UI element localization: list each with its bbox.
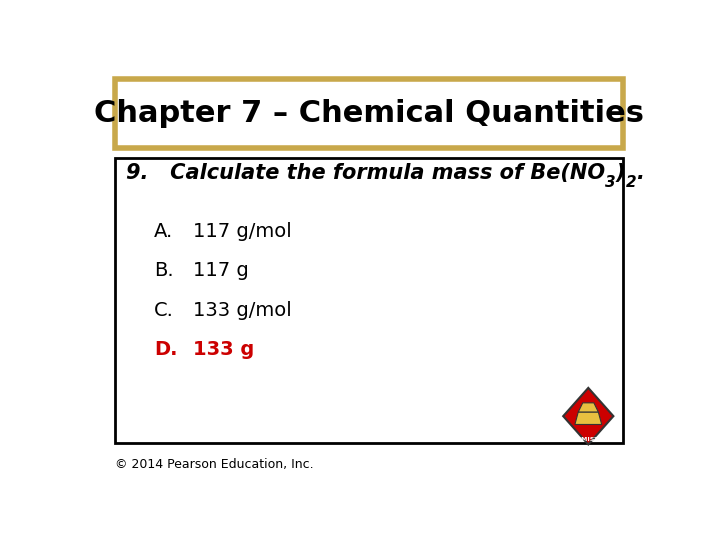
Text: ): )	[616, 163, 626, 183]
Text: C.: C.	[154, 301, 174, 320]
Text: 3: 3	[606, 175, 616, 190]
Text: .: .	[636, 163, 644, 183]
Text: B.: B.	[154, 261, 174, 280]
Text: CHEMISTRY: CHEMISTRY	[568, 437, 608, 442]
Text: A.: A.	[154, 221, 174, 241]
FancyBboxPatch shape	[115, 79, 623, 148]
Polygon shape	[575, 412, 602, 424]
Text: D.: D.	[154, 340, 178, 359]
Polygon shape	[563, 388, 613, 444]
Text: 2: 2	[626, 175, 636, 190]
Text: 133 g/mol: 133 g/mol	[193, 301, 292, 320]
Text: 117 g/mol: 117 g/mol	[193, 221, 292, 241]
Text: © 2014 Pearson Education, Inc.: © 2014 Pearson Education, Inc.	[115, 458, 314, 471]
Text: 117 g: 117 g	[193, 261, 249, 280]
Text: 133 g: 133 g	[193, 340, 254, 359]
Text: Chapter 7 – Chemical Quantities: Chapter 7 – Chemical Quantities	[94, 99, 644, 128]
Text: 9.   Calculate the formula mass of Be(NO: 9. Calculate the formula mass of Be(NO	[126, 163, 606, 183]
Polygon shape	[578, 403, 598, 412]
FancyBboxPatch shape	[115, 158, 623, 443]
